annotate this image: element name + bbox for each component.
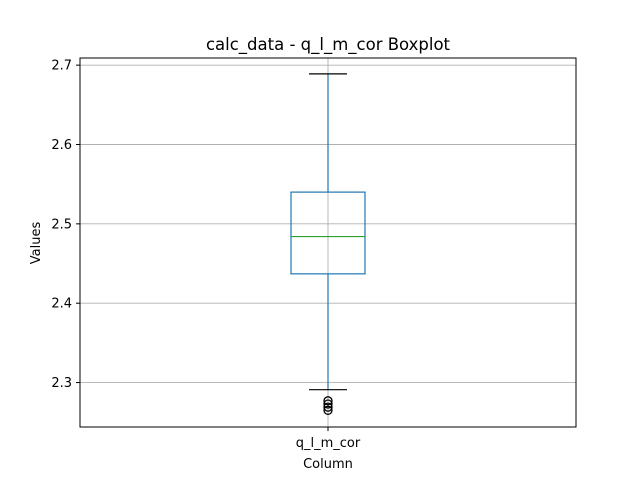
x-tick-label: q_l_m_cor: [296, 436, 361, 451]
y-tick-label: 2.7: [51, 59, 72, 74]
box-layer: [290, 73, 366, 415]
x-axis-label: Column: [303, 457, 353, 472]
y-axis-label: Values: [29, 222, 44, 265]
outlier-point: [323, 399, 333, 409]
chart-title: calc_data - q_l_m_cor Boxplot: [206, 35, 451, 55]
y-tick-label: 2.4: [51, 297, 72, 312]
outlier-point: [323, 396, 333, 406]
y-tick-label: 2.3: [51, 376, 72, 391]
iqr-box: [290, 191, 366, 275]
outlier-point: [323, 405, 333, 415]
tick-layer: 2.3 2.4 2.5 2.6 2.7 q_l_m_cor: [51, 59, 361, 451]
outlier-point: [323, 402, 333, 412]
y-tick-label: 2.5: [51, 217, 72, 232]
y-tick-label: 2.6: [51, 138, 72, 153]
